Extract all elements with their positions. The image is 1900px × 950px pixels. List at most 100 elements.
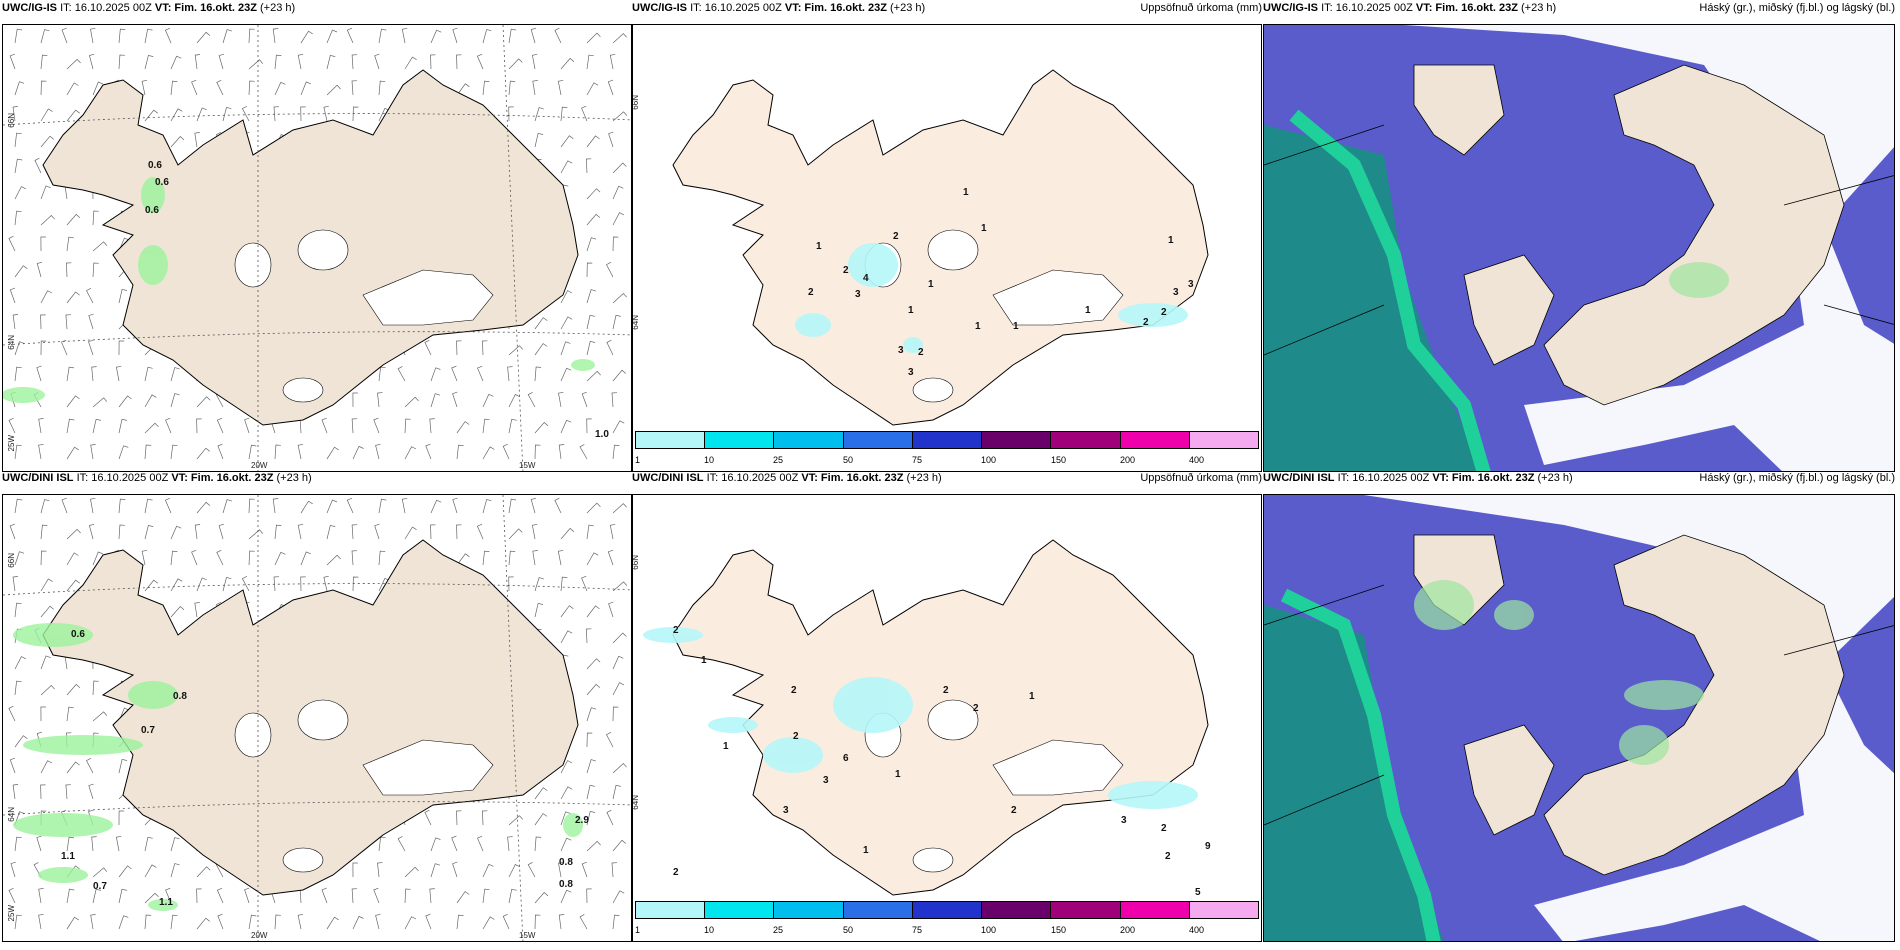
- wind-barb: [273, 576, 280, 592]
- wind-barb: [560, 576, 568, 592]
- wind-barb: [482, 916, 495, 930]
- wind-barb: [612, 914, 620, 930]
- legend-tick: 100: [981, 925, 997, 935]
- wind-barb: [14, 836, 22, 852]
- wind-barb: [352, 445, 364, 460]
- wind-barb: [272, 498, 279, 514]
- wind-barb: [586, 370, 601, 382]
- wind-barb: [66, 109, 80, 122]
- wind-value: 0.8: [559, 879, 573, 890]
- wind-barb: [378, 80, 386, 96]
- precip-value: 3: [783, 805, 789, 816]
- precip-value: 1: [908, 305, 914, 316]
- wind-barb: [586, 188, 601, 200]
- precip-value: 1: [975, 321, 981, 332]
- wind-barb: [196, 107, 207, 122]
- wind-barb: [297, 53, 304, 70]
- wind-barb: [40, 685, 55, 696]
- model-name: UWC/DINI ISL: [632, 472, 704, 484]
- wind-barb: [244, 417, 250, 434]
- wind-barb: [586, 54, 594, 70]
- wind-barb: [118, 915, 129, 930]
- wind-barb: [323, 105, 329, 122]
- model-name: UWC/DINI ISL: [1263, 472, 1335, 484]
- wind-barb: [218, 523, 224, 540]
- wind-barb: [12, 576, 18, 592]
- wind-barb: [560, 760, 573, 774]
- wind-barb: [560, 630, 573, 644]
- wind-barb: [92, 81, 104, 96]
- wind-barb: [560, 605, 574, 618]
- wind-barb: [429, 418, 435, 434]
- wind-barb: [40, 655, 51, 670]
- wind-barb: [40, 236, 46, 252]
- init-time: IT: 16.10.2025 00Z: [1321, 2, 1413, 14]
- wind-barb: [586, 82, 599, 96]
- wind-barb: [40, 578, 53, 592]
- wind-barb: [482, 550, 490, 566]
- wind-barb: [40, 760, 53, 774]
- wind-barb: [586, 810, 596, 826]
- wind-barb: [88, 783, 94, 800]
- precip-value: 9: [1205, 841, 1211, 852]
- wind-barb: [352, 106, 359, 122]
- wind-barb: [66, 82, 79, 96]
- wind-barb: [532, 550, 538, 566]
- wind-barb: [534, 602, 544, 618]
- precip-legend: [635, 901, 1259, 919]
- wind-barb: [144, 444, 152, 460]
- legend-tick: 25: [773, 455, 784, 465]
- wind-barb: [118, 810, 125, 826]
- lat-label-64: 64N: [7, 335, 16, 350]
- precip-panel-row1: 66N 64N 1 1 2 1 2 4 2 3 1 1 3 2 3 1 3 2 …: [632, 24, 1262, 472]
- wind-barb: [456, 553, 470, 566]
- wind-barb: [61, 497, 68, 514]
- wind-barb: [502, 913, 510, 930]
- wind-value: 0.6: [145, 205, 159, 216]
- wind-barb: [507, 836, 513, 852]
- wind-barb: [612, 784, 621, 800]
- init-time: IT: 16.10.2025 00Z: [1337, 472, 1430, 484]
- legend-swatch: [1120, 902, 1190, 918]
- wind-barb: [378, 498, 387, 514]
- lon-label-25w: 25W: [7, 435, 16, 452]
- wind-barb: [404, 916, 417, 930]
- precip-value: 2: [791, 685, 797, 696]
- wind-barb: [38, 443, 44, 460]
- precip-value: 2: [973, 703, 979, 714]
- wind-barb: [482, 888, 490, 904]
- wind-barb: [216, 887, 224, 904]
- wind-barb: [554, 497, 562, 514]
- wind-barb: [90, 497, 96, 514]
- wind-barb: [477, 365, 484, 382]
- wind-barb: [351, 888, 358, 904]
- wind-barb: [88, 53, 95, 70]
- wind-barb: [527, 391, 536, 408]
- wind-barb: [611, 862, 618, 878]
- wind-map-row1: [3, 25, 631, 471]
- wind-barb: [586, 732, 593, 748]
- wind-barb: [374, 523, 380, 540]
- precip-value: 1: [1085, 305, 1091, 316]
- wind-barb: [115, 835, 122, 852]
- legend-ticks: 1 10 25 50 75 100 150 200 400: [635, 923, 1259, 939]
- wind-barb: [118, 418, 127, 434]
- wind-barb: [482, 80, 490, 96]
- wind-barb: [144, 422, 159, 434]
- wind-barb: [196, 31, 211, 44]
- wind-barb: [482, 499, 492, 514]
- wind-barb: [607, 549, 614, 566]
- init-time: IT: 16.10.2025 00Z: [60, 2, 152, 14]
- precip-map-row2: [633, 495, 1261, 941]
- legend-swatch: [912, 902, 983, 918]
- wind-barb: [508, 28, 517, 44]
- wind-barb: [508, 498, 517, 514]
- precip-value: 2: [1161, 307, 1167, 318]
- wind-barb: [377, 392, 383, 408]
- wind-barb: [165, 887, 172, 904]
- wind-barb: [452, 861, 458, 878]
- wind-value: 0.6: [155, 177, 169, 188]
- wind-barb: [430, 54, 436, 70]
- wind-barb: [586, 605, 600, 618]
- wind-barb: [560, 889, 572, 904]
